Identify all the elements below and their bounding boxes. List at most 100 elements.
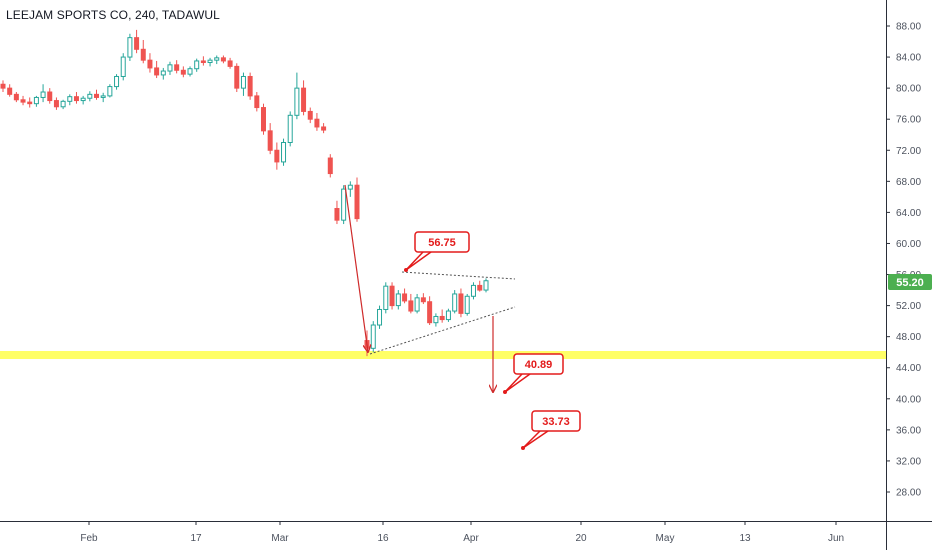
candle xyxy=(483,278,489,293)
candle xyxy=(334,200,340,225)
candle xyxy=(247,72,253,100)
x-tick-label: Apr xyxy=(463,533,479,544)
candle xyxy=(321,123,327,134)
candle xyxy=(154,60,160,79)
y-tick-label: 40.00 xyxy=(896,394,921,405)
y-tick-label: 52.00 xyxy=(896,301,921,312)
candle xyxy=(254,92,260,112)
x-tick-label: Jun xyxy=(828,533,844,544)
candle xyxy=(301,80,307,116)
x-tick-label: Feb xyxy=(80,533,98,544)
candle xyxy=(377,305,383,329)
price-callout[interactable]: 56.75 xyxy=(404,231,470,272)
y-axis: 28.0032.0036.0040.0044.0048.0052.0056.00… xyxy=(886,22,921,499)
last-price-label: 55.20 xyxy=(896,277,924,289)
candle xyxy=(40,84,46,103)
y-tick-label: 36.00 xyxy=(896,425,921,436)
y-tick-label: 68.00 xyxy=(896,177,921,188)
last-price-tag: 55.20 xyxy=(888,274,932,290)
candle xyxy=(464,293,470,316)
y-tick-label: 72.00 xyxy=(896,146,921,157)
candle xyxy=(427,296,433,326)
candle xyxy=(354,177,360,222)
candle xyxy=(267,123,273,155)
candle xyxy=(214,55,220,65)
candle xyxy=(260,103,266,135)
y-tick-label: 44.00 xyxy=(896,363,921,374)
triangle-lower-line xyxy=(369,306,516,355)
candle xyxy=(370,321,376,353)
y-tick-label: 76.00 xyxy=(896,115,921,126)
candle xyxy=(53,97,59,110)
candle xyxy=(414,293,420,314)
candle xyxy=(174,60,180,74)
support-zone[interactable] xyxy=(0,351,886,359)
candle xyxy=(160,67,166,80)
candle xyxy=(307,107,313,124)
candle xyxy=(80,95,86,105)
candle xyxy=(167,61,173,75)
y-tick-label: 32.00 xyxy=(896,456,921,467)
price-callout[interactable]: 33.73 xyxy=(521,410,581,450)
drawings xyxy=(344,184,516,392)
chart-title: LEEJAM SPORTS CO, 240, TADAWUL xyxy=(6,8,220,22)
candle xyxy=(439,309,445,323)
candle xyxy=(287,111,293,147)
candle xyxy=(402,288,408,304)
candle xyxy=(187,66,193,77)
y-tick-label: 60.00 xyxy=(896,239,921,250)
candle xyxy=(73,92,79,104)
candle xyxy=(147,53,153,73)
y-tick-label: 84.00 xyxy=(896,53,921,64)
candle xyxy=(383,282,389,314)
candle xyxy=(20,95,26,106)
candle xyxy=(314,112,320,131)
candle xyxy=(67,94,73,106)
candle xyxy=(395,290,401,310)
candle xyxy=(281,138,287,166)
candle xyxy=(180,66,186,78)
candle xyxy=(274,142,280,170)
candle xyxy=(140,39,146,64)
triangle-upper-line xyxy=(401,271,516,280)
callout-label: 40.89 xyxy=(525,359,553,371)
candle xyxy=(60,99,66,110)
callout-label: 56.75 xyxy=(428,237,456,249)
y-tick-label: 28.00 xyxy=(896,488,921,499)
candle xyxy=(433,313,439,327)
candle xyxy=(341,185,347,225)
x-tick-label: Mar xyxy=(271,533,289,544)
candle xyxy=(27,97,33,108)
candle xyxy=(240,72,246,96)
candle xyxy=(94,89,100,100)
candle xyxy=(13,92,19,103)
trend-arrow xyxy=(344,184,368,352)
candles xyxy=(0,29,489,357)
candle xyxy=(207,57,213,67)
price-callout[interactable]: 40.89 xyxy=(503,353,564,394)
candle xyxy=(134,29,140,54)
candle xyxy=(7,84,13,97)
candle xyxy=(220,55,226,64)
y-tick-label: 48.00 xyxy=(896,332,921,343)
candle xyxy=(452,290,458,314)
y-tick-label: 80.00 xyxy=(896,84,921,95)
x-tick-label: 17 xyxy=(190,533,202,544)
candle xyxy=(107,84,113,98)
x-tick-label: 13 xyxy=(739,533,751,544)
candle xyxy=(0,80,6,93)
candle xyxy=(114,74,120,90)
candle xyxy=(477,280,483,292)
candle xyxy=(33,95,39,107)
x-tick-label: 20 xyxy=(575,533,587,544)
candle xyxy=(420,293,426,305)
candle xyxy=(234,63,240,93)
candle xyxy=(100,92,106,103)
candle xyxy=(445,308,451,322)
candle xyxy=(127,33,133,61)
callout-label: 33.73 xyxy=(542,416,570,428)
y-tick-label: 88.00 xyxy=(896,22,921,33)
candle xyxy=(470,282,476,300)
candle xyxy=(200,56,206,66)
